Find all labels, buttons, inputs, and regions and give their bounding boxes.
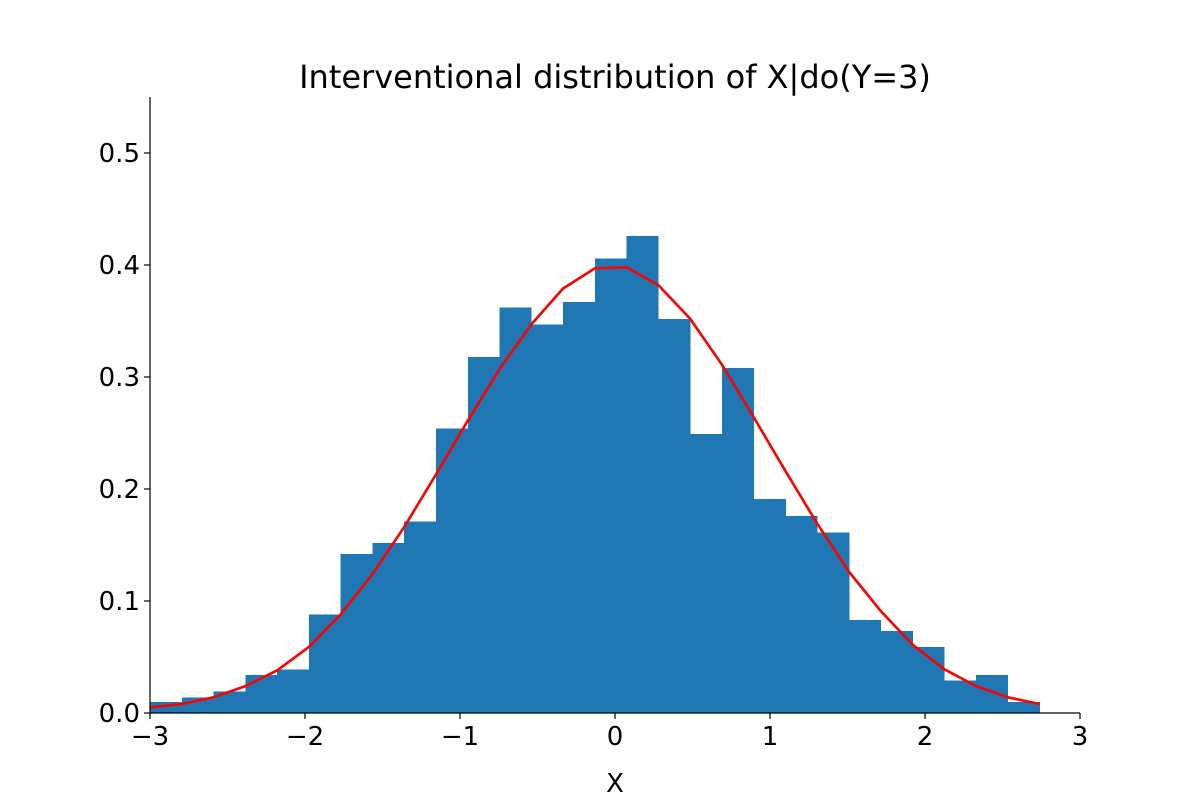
density-curve-line (149, 265, 1040, 709)
histogram-bar (658, 318, 691, 713)
histogram-bar (690, 434, 723, 713)
y-tick-label: 0.5 (99, 139, 140, 169)
histogram-bar (150, 701, 183, 713)
x-tick-label: 3 (1072, 722, 1089, 752)
density-curve-layer (149, 265, 1040, 709)
y-axis-ticks: 0.0 0.1 0.2 0.3 0.4 0.5 (99, 139, 150, 729)
histogram-bar (785, 515, 818, 713)
histogram-bar (499, 307, 532, 713)
x-tick-label: 0 (607, 722, 624, 752)
x-tick-label: −1 (441, 722, 479, 752)
y-tick-label: 0.3 (99, 363, 140, 393)
histogram-bar (213, 691, 246, 713)
histogram-bar (372, 542, 405, 713)
histogram-bar (849, 620, 882, 713)
y-tick-label: 0.4 (99, 251, 140, 281)
x-tick-label: 1 (762, 722, 779, 752)
x-tick-label: −2 (286, 722, 324, 752)
x-axis-ticks: −3 −2 −1 0 1 2 3 (131, 713, 1088, 752)
histogram-bar (1007, 701, 1040, 713)
histogram-bar (404, 521, 437, 713)
histogram-bar (563, 301, 596, 713)
histogram-bar (467, 356, 500, 713)
x-tick-label: −3 (131, 722, 169, 752)
histogram-bar (944, 680, 977, 713)
histogram-bar (721, 368, 755, 713)
histogram-bar (626, 235, 659, 713)
histogram-bars (150, 235, 1040, 713)
x-tick-label: 2 (917, 722, 934, 752)
y-tick-label: 0.2 (99, 475, 140, 505)
histogram-bar (880, 631, 913, 713)
histogram-bar (277, 669, 310, 713)
histogram-bar (531, 324, 564, 713)
histogram-bar (753, 499, 786, 713)
y-tick-label: 0.1 (99, 587, 140, 617)
y-tick-label: 0.0 (99, 699, 140, 729)
histogram-bar (817, 532, 850, 713)
x-axis-label: X (606, 769, 624, 799)
histogram-bar (435, 428, 469, 713)
chart-title: Interventional distribution of X|do(Y=3) (299, 58, 931, 96)
histogram-bar (594, 258, 627, 713)
histogram-bar (245, 674, 278, 713)
histogram-bar (976, 674, 1009, 713)
